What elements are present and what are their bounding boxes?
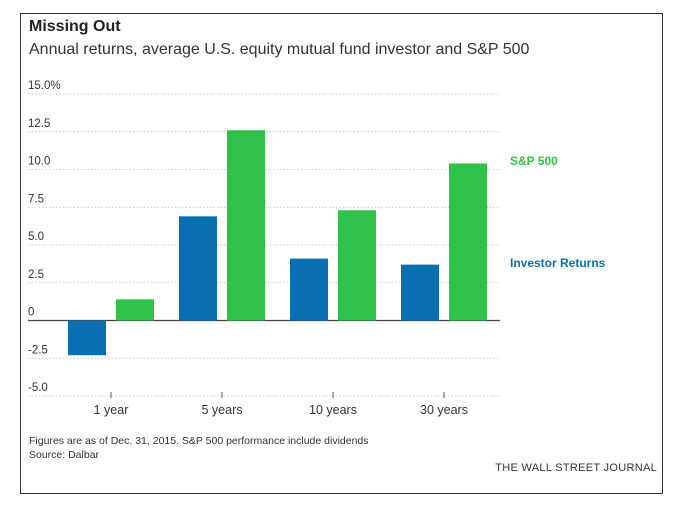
source-note: Source: Dalbar bbox=[29, 449, 100, 461]
y-tick-label: 5.0 bbox=[28, 231, 44, 243]
bars bbox=[68, 130, 487, 356]
y-tick-label: -5.0 bbox=[28, 382, 48, 394]
x-category-label: 5 years bbox=[202, 403, 243, 417]
y-tick-label: 0 bbox=[28, 307, 34, 319]
y-axis-ticks: 15.0% 12.5 10.0 7.5 5.0 2.5 0 -2.5 -5.0 bbox=[28, 80, 61, 394]
y-tick-label: 10.0 bbox=[28, 156, 50, 168]
bar-sp500 bbox=[449, 163, 487, 321]
x-axis-categories: 1 year 5 years 10 years 30 years bbox=[94, 392, 468, 417]
x-category-label: 1 year bbox=[94, 403, 129, 417]
bar-sp500 bbox=[227, 130, 265, 321]
legend-investor-returns: Investor Returns bbox=[510, 256, 606, 270]
y-tick-label: -2.5 bbox=[28, 344, 48, 356]
bar-sp500 bbox=[116, 299, 154, 321]
x-category-label: 10 years bbox=[309, 403, 357, 417]
chart-subtitle: Annual returns, average U.S. equity mutu… bbox=[29, 41, 530, 58]
series-labels: S&P 500 Investor Returns bbox=[510, 154, 606, 270]
chart-title: Missing Out bbox=[29, 18, 121, 35]
y-tick-label: 12.5 bbox=[28, 118, 50, 130]
publisher-brand: THE WALL STREET JOURNAL bbox=[495, 462, 657, 474]
bar-sp500 bbox=[338, 210, 376, 321]
y-tick-label: 2.5 bbox=[28, 269, 44, 281]
y-tick-label: 7.5 bbox=[28, 193, 44, 205]
bar-investor-returns bbox=[290, 258, 328, 321]
bar-investor-returns bbox=[68, 320, 106, 356]
x-category-label: 30 years bbox=[420, 403, 468, 417]
y-tick-label: 15.0% bbox=[28, 80, 61, 92]
bar-investor-returns bbox=[179, 216, 217, 321]
legend-sp500: S&P 500 bbox=[510, 154, 558, 168]
bar-investor-returns bbox=[401, 264, 439, 321]
footnote: Figures are as of Dec. 31, 2015. S&P 500… bbox=[29, 435, 369, 447]
